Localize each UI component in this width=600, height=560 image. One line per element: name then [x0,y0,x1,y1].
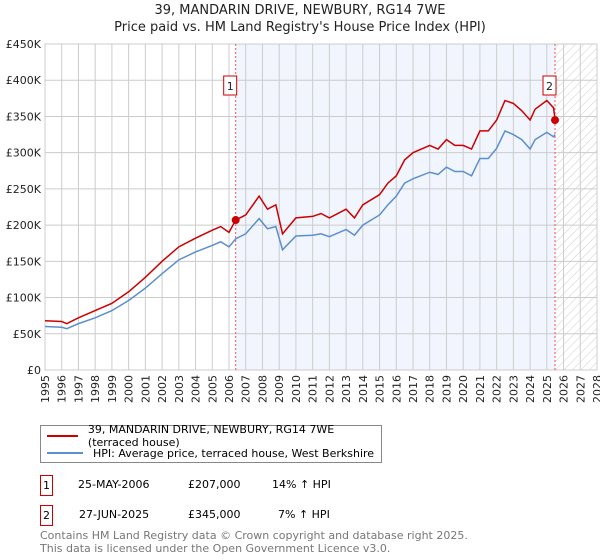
x-tick-label: 2021 [474,375,487,403]
shaded-ownership-span [235,44,556,370]
sale-label: 2 [546,80,553,93]
x-tick-label: 1996 [56,375,69,403]
y-tick-label: £250K [6,183,42,196]
property-price-line [44,99,556,325]
y-tick-label: £200K [6,219,42,232]
legend-property: 39, MANDARIN DRIVE, NEWBURY, RG14 7WE (t… [87,423,335,449]
sale-label: 1 [227,80,234,93]
footer: Contains HM Land Registry data © Crown c… [40,529,468,555]
x-tick-label: 2002 [156,375,169,403]
legend-hpi: HPI: Average price, terraced house, West… [93,446,375,460]
legend-red-line [47,435,78,437]
y-tick-label: £0 [27,364,41,377]
x-tick-label: 2010 [290,375,303,403]
sale-badge: 1 [40,475,53,496]
x-tick-label: 2017 [407,375,420,403]
sale-price: £207,000 [188,478,241,491]
future-hatch-area [555,44,597,370]
sale-label-box [542,75,557,96]
y-tick-label: £100K [6,292,42,305]
x-tick-label: 2022 [491,375,504,403]
footer-licence: This data is licensed under the Open Gov… [40,542,391,555]
x-tick-label: 2004 [190,375,203,403]
sale-hpi: 7% ↑ HPI [278,508,330,521]
x-tick-label: 2003 [173,375,186,403]
legend-blue-line [47,452,83,454]
x-tick-label: 2006 [223,375,236,403]
x-tick-label: 2020 [457,375,470,403]
x-tick-label: 2025 [541,375,554,403]
x-tick-label: 2028 [591,375,600,403]
plot-border [44,43,598,371]
footer-copyright: Contains HM Land Registry data © Crown c… [40,529,468,542]
x-tick-label: 2000 [123,375,136,403]
sale-hpi: 14% ↑ HPI [272,478,331,491]
sale-point [551,116,560,125]
y-tick-label: £400K [6,74,42,87]
chart-title: 39, MANDARIN DRIVE, NEWBURY, RG14 7WE [154,3,446,18]
x-tick-label: 2005 [206,375,219,403]
x-tick-label: 2024 [524,375,537,403]
x-tick-label: 2016 [390,375,403,403]
y-tick-label: £300K [6,147,42,160]
y-tick-label: £50K [13,328,42,341]
x-tick-label: 2019 [440,375,453,403]
y-tick-label: £450K [6,38,42,51]
x-tick-label: 2008 [256,375,269,403]
x-tick-label: 2001 [139,375,152,403]
sale-row: 1 25-MAY-2006 £207,000 14% ↑ HPI [40,475,440,496]
x-tick-label: 2018 [424,375,437,403]
x-tick-label: 1999 [106,375,119,403]
x-tick-label: 1995 [39,375,52,403]
x-tick-label: 1998 [89,375,102,403]
price-chart: 1995 1996 1997 1998 1999 2000 2001 2002 2003 2004… [6,38,600,403]
y-tick-label: £350K [6,110,42,123]
sale-point [231,216,240,225]
x-tick-label: 2023 [507,375,520,403]
x-tick-label: 2011 [307,375,320,403]
x-tick-label: 2014 [357,375,370,403]
x-tick-label: 2012 [323,375,336,403]
hpi-line [44,129,556,330]
sale-date: 25-MAY-2006 [78,478,150,491]
sale-label-box [223,75,238,96]
legend: 39, MANDARIN DRIVE, NEWBURY, RG14 7WE (t… [40,423,382,463]
sale-row: 2 27-JUN-2025 £345,000 7% ↑ HPI [40,505,440,526]
x-tick-label: 2027 [574,375,587,403]
x-tick-label: 2009 [273,375,286,403]
x-tick-label: 2007 [240,375,253,403]
sale-date: 27-JUN-2025 [79,508,150,521]
sale-badge: 2 [40,505,53,526]
x-tick-label: 2026 [558,375,571,403]
x-tick-label: 2013 [340,375,353,403]
x-tick-label: 1997 [72,375,85,403]
sale-price: £345,000 [188,508,241,521]
chart-subtitle: Price paid vs. HM Land Registry's House … [114,20,486,35]
y-tick-label: £150K [6,255,42,268]
x-tick-label: 2015 [374,375,387,403]
